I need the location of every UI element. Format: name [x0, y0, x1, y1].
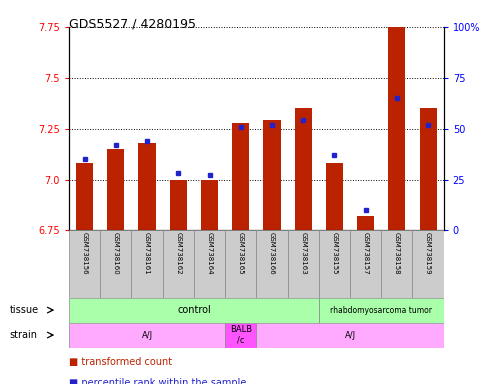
Text: GSM738160: GSM738160 [113, 232, 119, 275]
Bar [69, 298, 319, 323]
Bar [170, 180, 187, 230]
Bar [132, 230, 163, 298]
Text: strain: strain [10, 330, 38, 340]
Text: GSM738159: GSM738159 [425, 232, 431, 275]
Bar [107, 149, 124, 230]
Bar [319, 230, 350, 298]
Bar [256, 323, 444, 348]
Text: GSM738155: GSM738155 [331, 232, 337, 275]
Text: GSM738161: GSM738161 [144, 232, 150, 275]
Bar [194, 230, 225, 298]
Bar [163, 230, 194, 298]
Text: GDS5527 / 4280195: GDS5527 / 4280195 [69, 17, 196, 30]
Bar [295, 108, 312, 230]
Bar [100, 230, 132, 298]
Text: A/J: A/J [345, 331, 355, 339]
Bar [225, 230, 256, 298]
Bar [420, 108, 437, 230]
Text: control: control [177, 305, 211, 315]
Bar [225, 323, 256, 348]
Text: GSM738157: GSM738157 [363, 232, 369, 275]
Bar [381, 230, 413, 298]
Text: ■ transformed count: ■ transformed count [69, 357, 172, 367]
Bar [232, 122, 249, 230]
Bar [388, 2, 405, 230]
Text: rhabdomyosarcoma tumor: rhabdomyosarcoma tumor [330, 306, 432, 314]
Bar [357, 216, 374, 230]
Bar [350, 230, 381, 298]
Text: GSM738162: GSM738162 [176, 232, 181, 275]
Text: GSM738156: GSM738156 [82, 232, 88, 275]
Bar [139, 143, 156, 230]
Bar [69, 323, 225, 348]
Bar [256, 230, 287, 298]
Bar [319, 298, 444, 323]
Bar [76, 163, 93, 230]
Bar [413, 230, 444, 298]
Bar [69, 230, 100, 298]
Text: tissue: tissue [10, 305, 39, 315]
Bar [201, 180, 218, 230]
Text: GSM738164: GSM738164 [207, 232, 212, 275]
Text: GSM738163: GSM738163 [300, 232, 306, 275]
Bar [263, 121, 281, 230]
Text: ■ percentile rank within the sample: ■ percentile rank within the sample [69, 378, 246, 384]
Bar [326, 163, 343, 230]
Text: GSM738158: GSM738158 [394, 232, 400, 275]
Text: BALB
/c: BALB /c [230, 325, 252, 345]
Bar [287, 230, 319, 298]
Text: A/J: A/J [141, 331, 153, 339]
Text: GSM738165: GSM738165 [238, 232, 244, 275]
Text: GSM738166: GSM738166 [269, 232, 275, 275]
